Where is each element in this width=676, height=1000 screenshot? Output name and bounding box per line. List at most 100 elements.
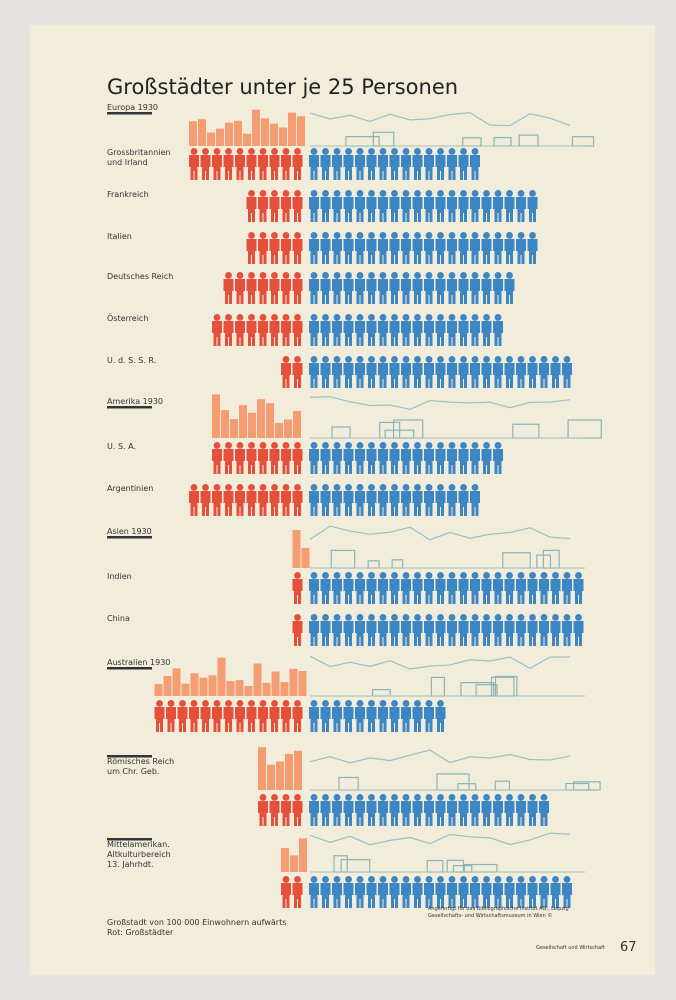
figure [527,572,538,604]
figure [412,356,423,388]
figure [366,700,377,732]
building [154,684,163,696]
figure [481,232,492,264]
figure [412,614,423,646]
building [275,422,283,438]
building [270,123,278,146]
figure [212,442,222,474]
figure [292,484,303,516]
city-dwellers [246,232,303,264]
figure [246,314,257,346]
figure [212,484,222,516]
figure [504,232,515,264]
figure [320,572,331,604]
building [276,761,284,790]
other-people [309,876,572,908]
figure [424,442,434,474]
figure [401,232,411,264]
figure [332,356,342,388]
row-label: Indien [107,572,132,581]
figure [493,614,503,646]
figure [378,148,388,180]
figure [458,272,469,304]
figure [424,190,434,222]
figure [493,356,503,388]
figure [401,148,411,180]
figure [516,876,526,908]
building [172,668,181,696]
figure [343,272,354,304]
figure [281,484,291,516]
building [258,747,266,790]
figure [435,356,446,388]
figure [504,272,515,304]
other-people [309,484,480,516]
building [221,410,229,438]
figure [435,572,446,604]
figure [481,876,492,908]
figure [246,190,257,222]
figure [235,272,245,304]
figure [447,442,457,474]
figure [343,232,354,264]
figure [470,442,480,474]
figure [320,314,331,346]
figure [401,356,411,388]
figure [447,794,457,826]
figure [269,148,280,180]
figure [389,700,400,732]
building [163,675,172,696]
figure [527,614,538,646]
building [262,682,271,696]
hills [309,749,571,764]
figure [378,442,388,474]
figure [378,572,388,604]
figure [562,356,572,388]
figure [412,272,423,304]
figure [435,794,446,826]
hills [309,525,571,541]
figure [258,484,268,516]
other-people [309,190,538,222]
figure [458,356,469,388]
figure [235,148,245,180]
figure [355,314,365,346]
figure [378,190,388,222]
figure [366,148,377,180]
figure [401,272,411,304]
figure [281,272,291,304]
figure [435,148,446,180]
figure [366,232,377,264]
figure [378,700,388,732]
other-people [309,794,549,826]
figure [281,190,291,222]
row-label: Römisches Reich um Chr. Geb. [107,757,175,776]
figure [366,356,377,388]
series-title: Gesellschaft und Wirtschaft [536,945,605,951]
figure [435,190,446,222]
figure [269,190,280,222]
row-label: U. d. S. S. R. [107,356,157,365]
figure [269,314,280,346]
figure [550,356,561,388]
figure [481,190,492,222]
row-label: Deutsches Reich [107,272,174,281]
city-dwellers [246,190,303,222]
figure [527,794,538,826]
figure [493,794,503,826]
figure [424,794,434,826]
figure [424,148,434,180]
figure [366,442,377,474]
figure [539,356,549,388]
building [281,847,289,872]
figure [470,614,480,646]
figure [309,484,319,516]
building [267,764,275,790]
city-dwellers [154,700,303,732]
figure [223,700,234,732]
figure [504,356,515,388]
section-bar [107,406,152,409]
figure [470,484,480,516]
figure [246,442,257,474]
figure [412,572,423,604]
